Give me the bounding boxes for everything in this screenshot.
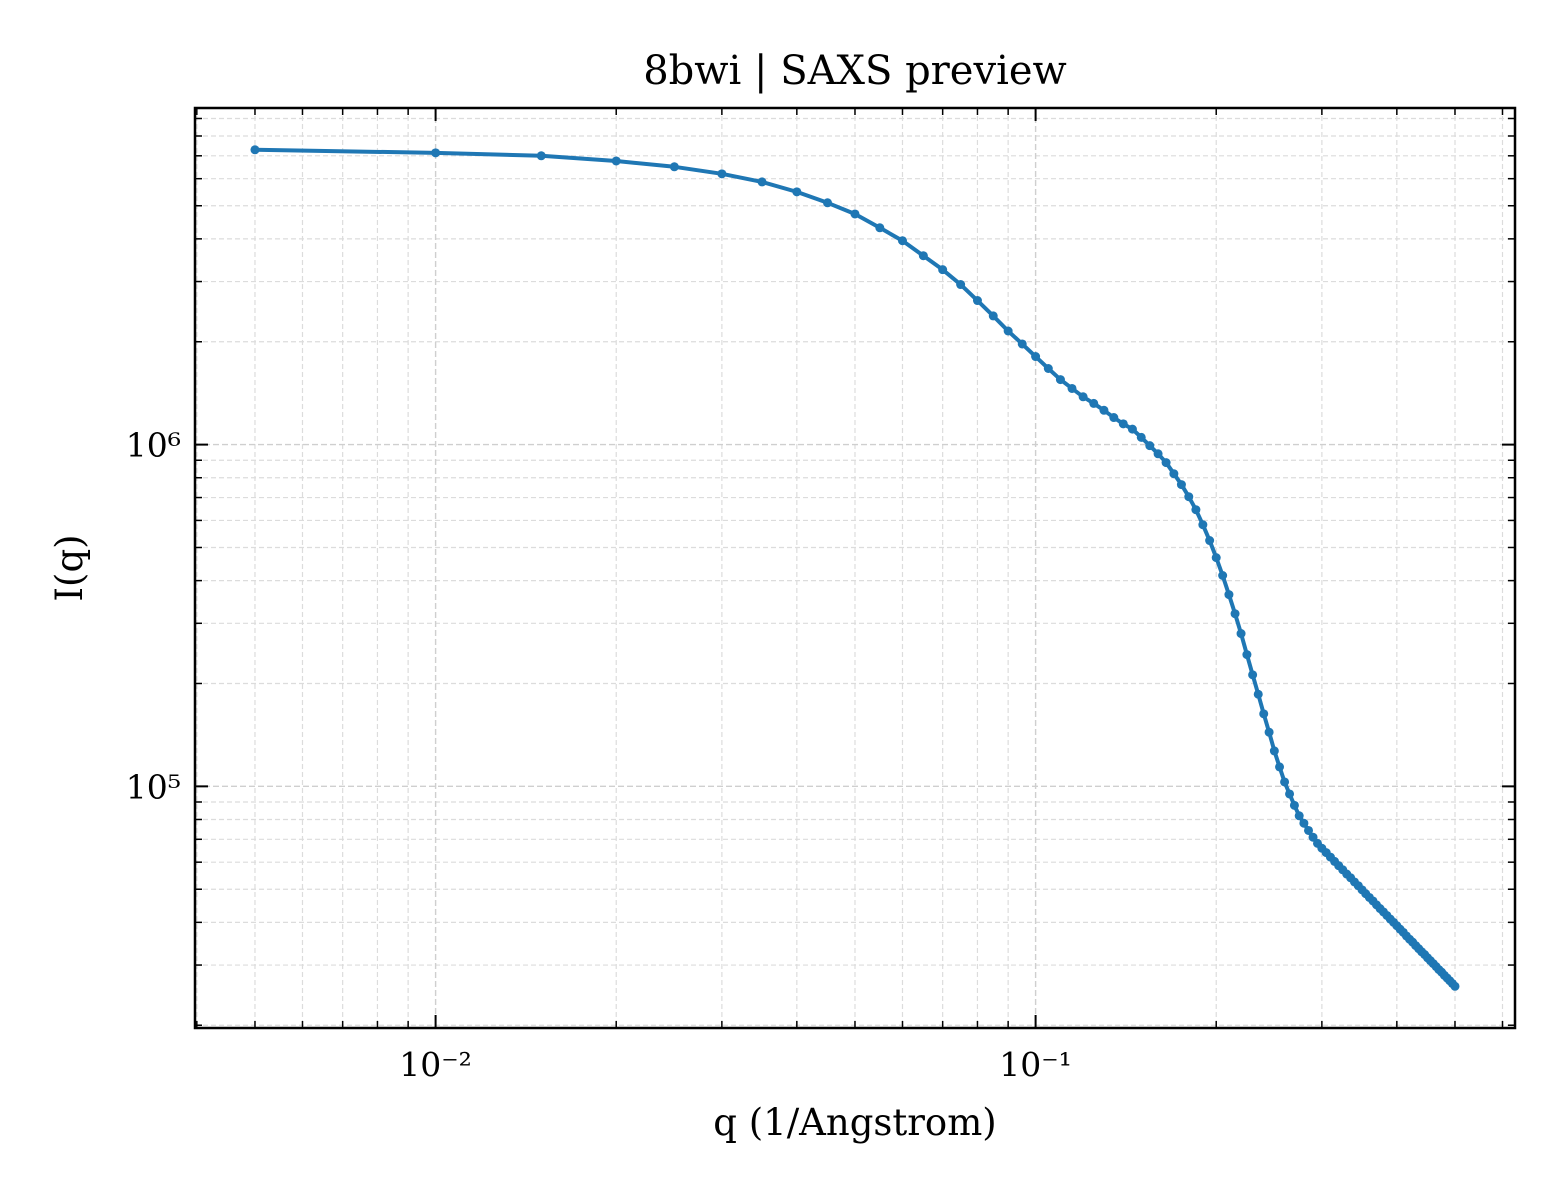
data-point — [757, 177, 767, 187]
data-point — [1211, 553, 1221, 563]
data-point — [431, 148, 441, 158]
grid — [195, 108, 1515, 1028]
data-point — [1280, 777, 1290, 787]
data-point — [1253, 689, 1263, 699]
data-point — [1145, 441, 1155, 451]
ticks — [195, 108, 1515, 1028]
y-tick-label: 10⁶ — [126, 426, 181, 465]
data-point — [1299, 818, 1309, 828]
data-point — [1198, 520, 1208, 530]
data-point — [536, 151, 546, 161]
data-point — [1055, 375, 1065, 385]
data-point — [717, 169, 727, 179]
data-point — [1067, 383, 1077, 393]
data-point — [1169, 469, 1179, 479]
data-point — [1308, 832, 1318, 842]
data-point — [1153, 449, 1163, 459]
data-point — [1184, 492, 1194, 502]
data-point — [1269, 746, 1279, 756]
data-point — [1031, 352, 1041, 362]
data-point — [1275, 762, 1285, 772]
data-point — [792, 187, 802, 197]
data-point — [250, 145, 260, 155]
data-point — [1191, 505, 1201, 515]
data-point — [1248, 670, 1258, 680]
data-point — [1450, 981, 1460, 991]
data-point — [1285, 789, 1295, 799]
data-point — [938, 265, 948, 275]
data-point — [1161, 458, 1171, 468]
data-point — [1230, 609, 1240, 619]
data-point — [956, 280, 966, 290]
chart-title: 8bwi | SAXS preview — [643, 48, 1067, 94]
data-point — [1242, 650, 1252, 660]
marks — [250, 145, 1460, 991]
data-point — [988, 311, 998, 321]
data-point — [1136, 432, 1146, 442]
data-point — [1118, 419, 1128, 429]
data-point — [611, 156, 621, 166]
y-tick-label: 10⁵ — [126, 767, 181, 806]
data-point — [823, 198, 833, 208]
data-point — [1205, 536, 1215, 546]
x-tick-label: 10⁻² — [399, 1045, 472, 1084]
data-point — [1127, 424, 1137, 434]
data-point — [1003, 326, 1013, 336]
data-point — [875, 223, 885, 233]
data-point — [1304, 825, 1314, 835]
data-point — [1289, 800, 1299, 810]
data-point — [897, 236, 907, 246]
data-point — [1236, 629, 1246, 639]
data-point — [1089, 398, 1099, 408]
data-point — [850, 209, 860, 219]
data-point — [1259, 709, 1269, 719]
data-point — [1109, 413, 1119, 423]
data-point — [1099, 405, 1109, 415]
data-point — [1218, 571, 1228, 581]
data-point — [1294, 811, 1304, 821]
data-point — [1043, 363, 1053, 373]
data-point — [1078, 392, 1088, 402]
data-point — [1224, 590, 1234, 600]
x-axis-label: q (1/Angstrom) — [713, 1101, 996, 1144]
data-point — [669, 162, 679, 172]
data-point — [1017, 339, 1027, 349]
data-point — [1176, 480, 1186, 490]
data-point — [1264, 727, 1274, 737]
y-axis-label: I(q) — [48, 534, 91, 601]
x-tick-label: 10⁻¹ — [999, 1045, 1072, 1084]
data-point — [972, 296, 982, 306]
data-point — [918, 251, 928, 261]
